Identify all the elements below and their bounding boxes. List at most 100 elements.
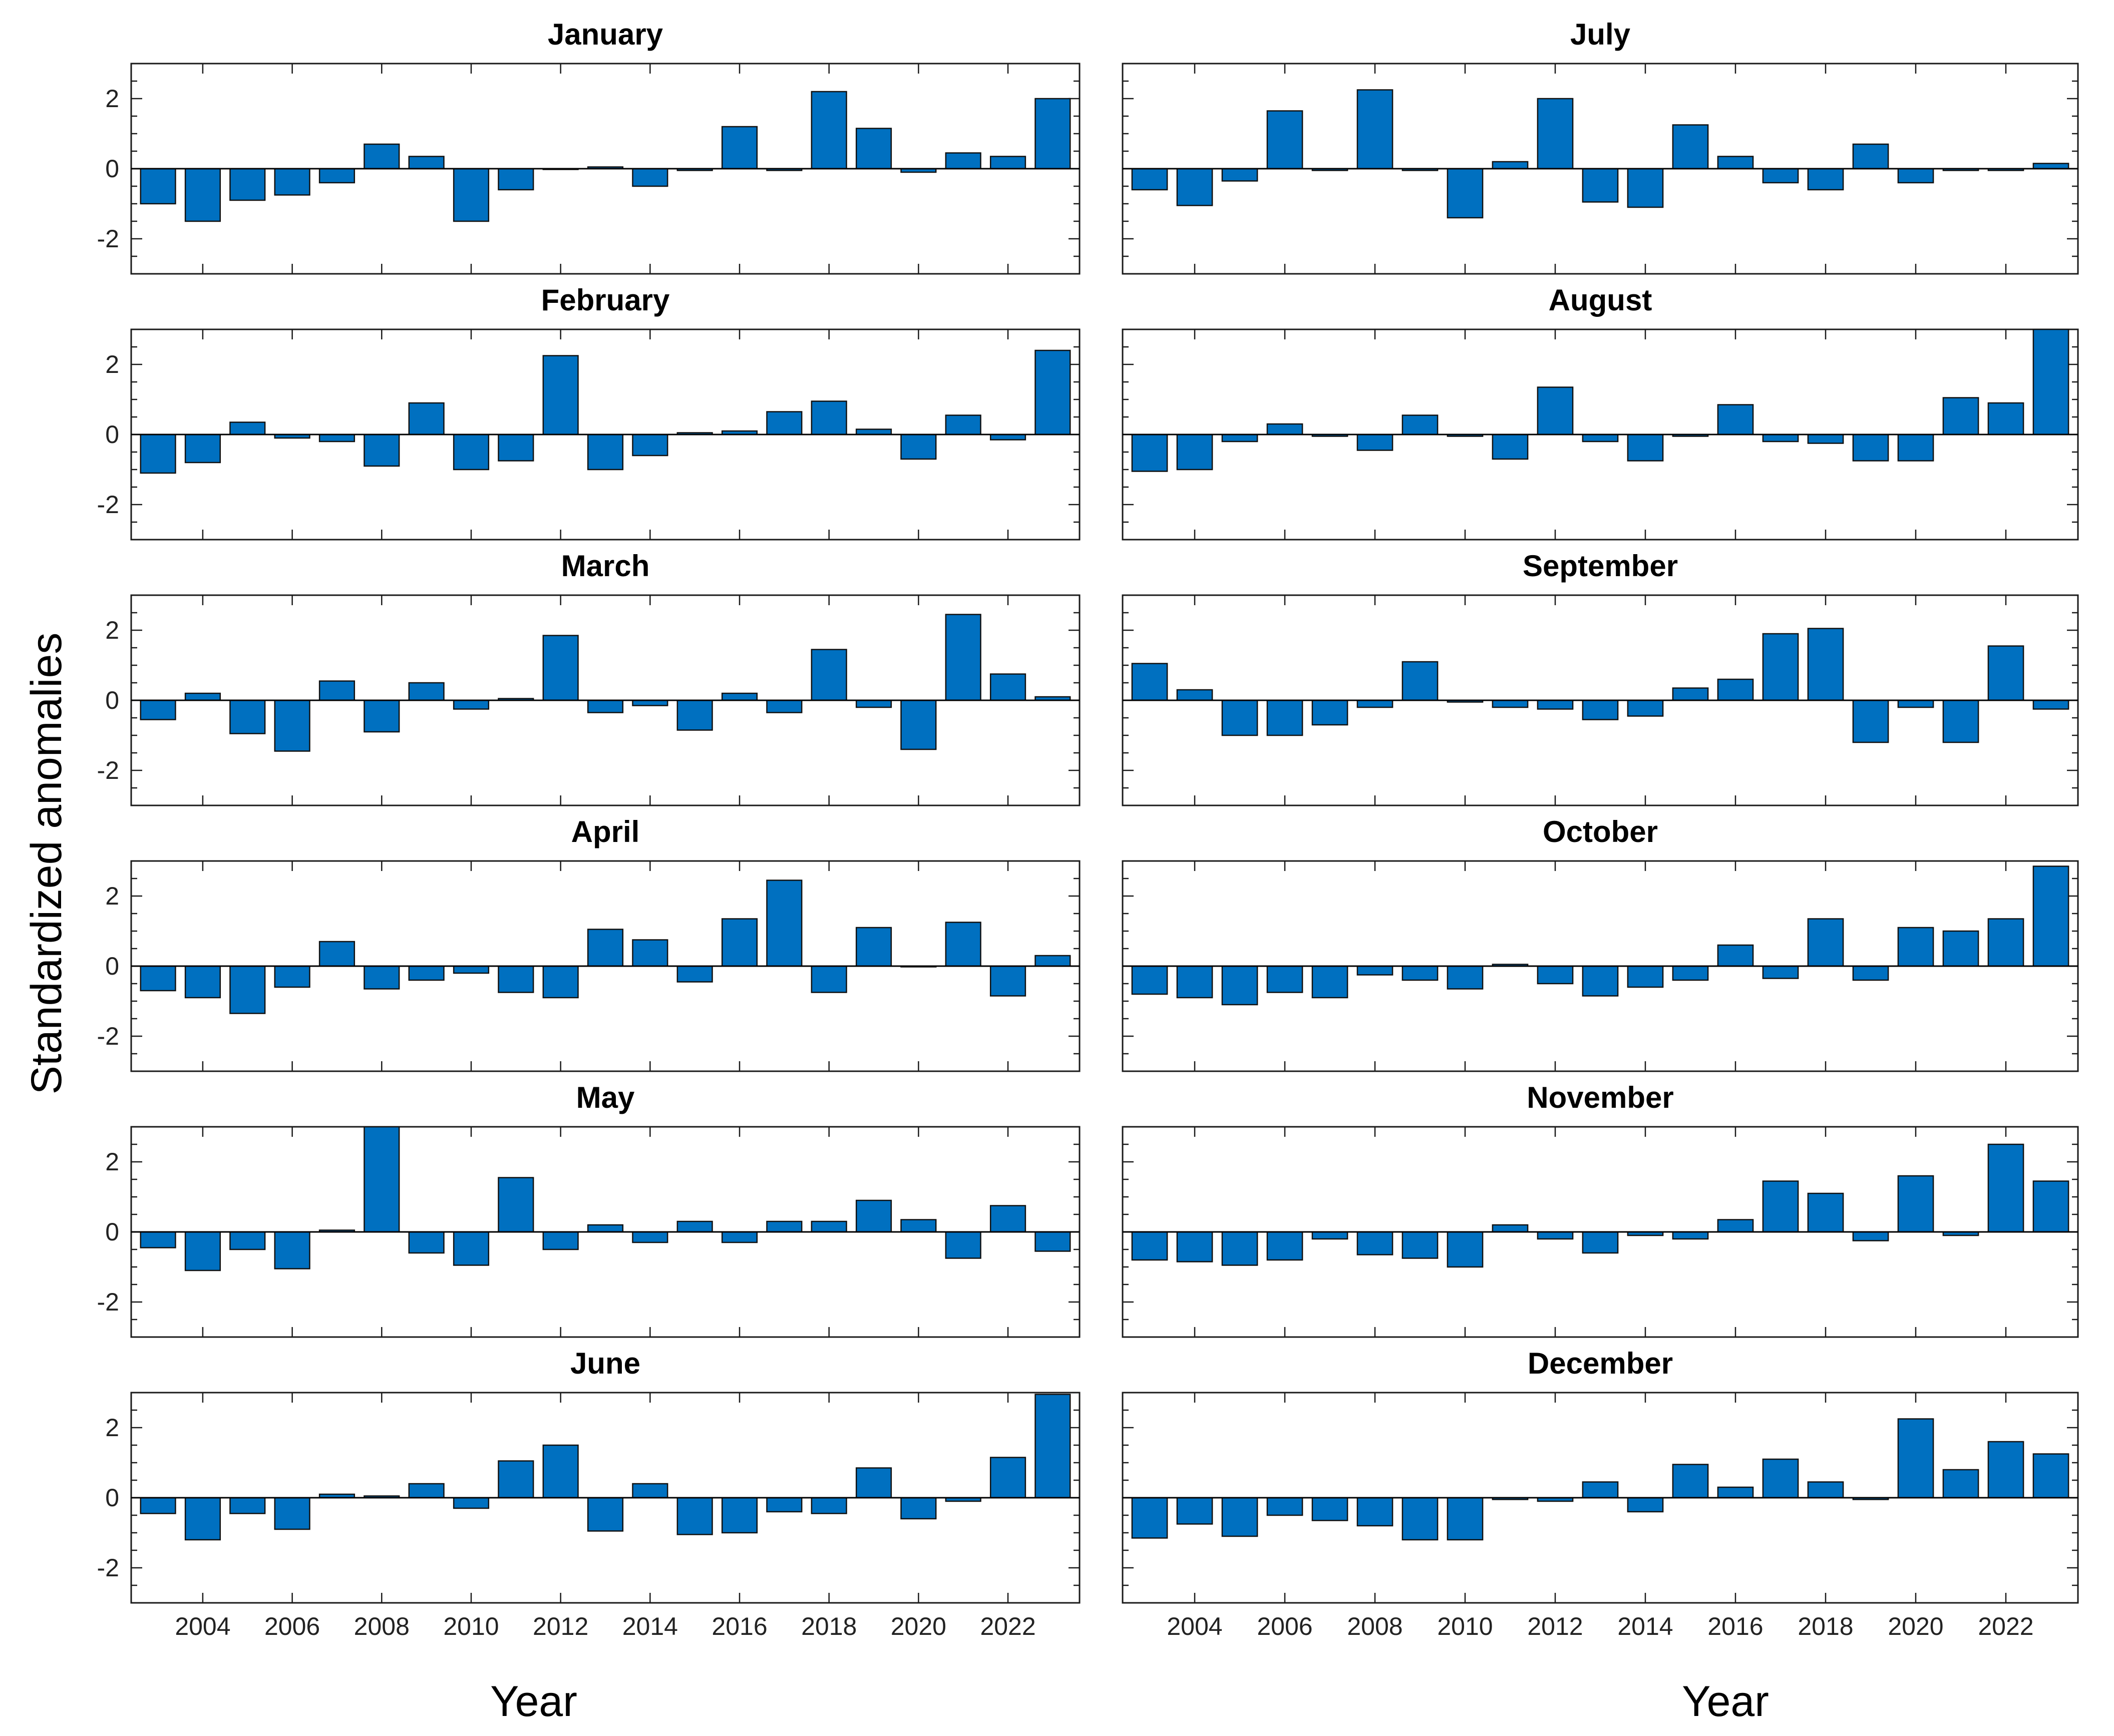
- bar-august-2006: [1266, 423, 1303, 436]
- x-tick-label: 2018: [1798, 1612, 1853, 1640]
- bar-july-2015: [1672, 124, 1709, 170]
- y-axis-label: Standardized anomalies: [23, 633, 71, 1095]
- bar-january-2005: [229, 168, 266, 201]
- bar-september-2012: [1537, 699, 1574, 710]
- bar-november-2006: [1266, 1231, 1303, 1261]
- bar-april-2023: [1034, 955, 1071, 967]
- bar-october-2007: [1311, 965, 1348, 999]
- panel-title-june: June: [570, 1347, 640, 1380]
- bar-august-2003: [1131, 433, 1168, 472]
- bar-july-2014: [1627, 168, 1664, 208]
- bar-april-2008: [364, 965, 400, 990]
- bar-march-2019: [855, 699, 892, 708]
- bar-march-2017: [766, 699, 803, 713]
- bar-august-2022: [1987, 402, 2024, 436]
- bar-december-2007: [1311, 1497, 1348, 1521]
- bar-april-2016: [721, 918, 758, 967]
- bar-september-2003: [1131, 663, 1168, 701]
- bar-february-2022: [989, 433, 1026, 441]
- bar-november-2003: [1131, 1231, 1168, 1261]
- bar-july-2019: [1852, 143, 1889, 170]
- bar-september-2022: [1987, 645, 2024, 701]
- bar-january-2014: [632, 168, 668, 187]
- bar-november-2005: [1221, 1231, 1258, 1266]
- bar-april-2005: [229, 965, 266, 1014]
- bar-november-2011: [1492, 1224, 1529, 1233]
- bar-march-2004: [184, 692, 221, 701]
- panel-title-july: July: [1570, 18, 1631, 51]
- x-tick-label: 2004: [1167, 1612, 1222, 1640]
- panel-august: August: [1122, 283, 2079, 541]
- bar-december-2010: [1447, 1497, 1484, 1541]
- bar-july-2004: [1176, 168, 1213, 206]
- x-tick-label: 2010: [1437, 1612, 1493, 1640]
- bar-may-2005: [229, 1231, 266, 1250]
- bar-october-2023: [2032, 865, 2069, 967]
- bar-february-2018: [811, 400, 847, 436]
- bar-december-2015: [1672, 1464, 1709, 1499]
- y-tick-label: 0: [105, 686, 119, 714]
- bar-july-2013: [1582, 168, 1619, 203]
- bar-august-2017: [1762, 433, 1799, 443]
- bar-january-2008: [364, 143, 400, 170]
- bar-may-2015: [676, 1220, 713, 1233]
- bar-march-2022: [989, 673, 1026, 701]
- bar-november-2004: [1176, 1231, 1213, 1262]
- bar-september-2017: [1762, 633, 1799, 701]
- panel-november: November: [1122, 1081, 2079, 1338]
- panel-october: October: [1122, 815, 2079, 1072]
- y-tick-label: -2: [97, 1554, 119, 1582]
- x-tick-label: 2004: [175, 1612, 230, 1640]
- bar-may-2009: [408, 1231, 445, 1254]
- panel-july: July: [1122, 18, 2079, 275]
- bar-july-2011: [1492, 161, 1529, 170]
- bar-september-2007: [1311, 699, 1348, 726]
- bar-february-2023: [1034, 349, 1071, 436]
- bar-january-2003: [140, 168, 176, 205]
- x-tick-label: 2022: [1978, 1612, 2033, 1640]
- bar-february-2007: [318, 433, 356, 443]
- bar-july-2005: [1221, 168, 1258, 182]
- y-tick-label: -2: [97, 1022, 119, 1050]
- bar-august-2020: [1897, 433, 1934, 462]
- bar-may-2003: [140, 1231, 176, 1248]
- bar-june-2010: [453, 1497, 490, 1509]
- bar-july-2003: [1131, 168, 1168, 191]
- bar-april-2021: [945, 922, 981, 967]
- panel-january: January -2 0 2: [97, 18, 1081, 275]
- bar-april-2013: [587, 929, 624, 967]
- bar-october-2013: [1582, 965, 1619, 997]
- bar-april-2007: [318, 941, 356, 967]
- bar-may-2023: [1034, 1231, 1071, 1252]
- bar-april-2017: [766, 880, 803, 967]
- bar-october-2004: [1176, 965, 1213, 999]
- bar-november-2020: [1897, 1175, 1934, 1233]
- x-tick-label: 2022: [980, 1612, 1035, 1640]
- y-tick-label: -2: [97, 1288, 119, 1316]
- bar-june-2014: [632, 1483, 668, 1499]
- bar-september-2020: [1897, 699, 1934, 708]
- panel-title-february: February: [541, 283, 670, 317]
- bar-november-2017: [1762, 1180, 1799, 1233]
- x-tick-label: 2016: [1707, 1612, 1763, 1640]
- bar-december-2017: [1762, 1458, 1799, 1499]
- bar-october-2014: [1627, 965, 1664, 988]
- y-tick-label: 2: [105, 1414, 119, 1442]
- bar-june-2018: [811, 1497, 847, 1514]
- bar-september-2015: [1672, 687, 1709, 701]
- bar-may-2013: [587, 1224, 624, 1233]
- bar-april-2010: [453, 965, 490, 974]
- bar-september-2008: [1356, 699, 1393, 708]
- bar-september-2023: [2032, 699, 2069, 710]
- bar-april-2003: [140, 965, 176, 992]
- bar-november-2023: [2032, 1180, 2069, 1233]
- bar-april-2022: [989, 965, 1026, 997]
- bar-december-2006: [1266, 1497, 1303, 1516]
- bar-february-2005: [229, 421, 266, 436]
- bar-july-2006: [1266, 110, 1303, 170]
- bar-july-2018: [1807, 168, 1844, 191]
- bar-november-2010: [1447, 1231, 1484, 1268]
- bar-october-2012: [1537, 965, 1574, 985]
